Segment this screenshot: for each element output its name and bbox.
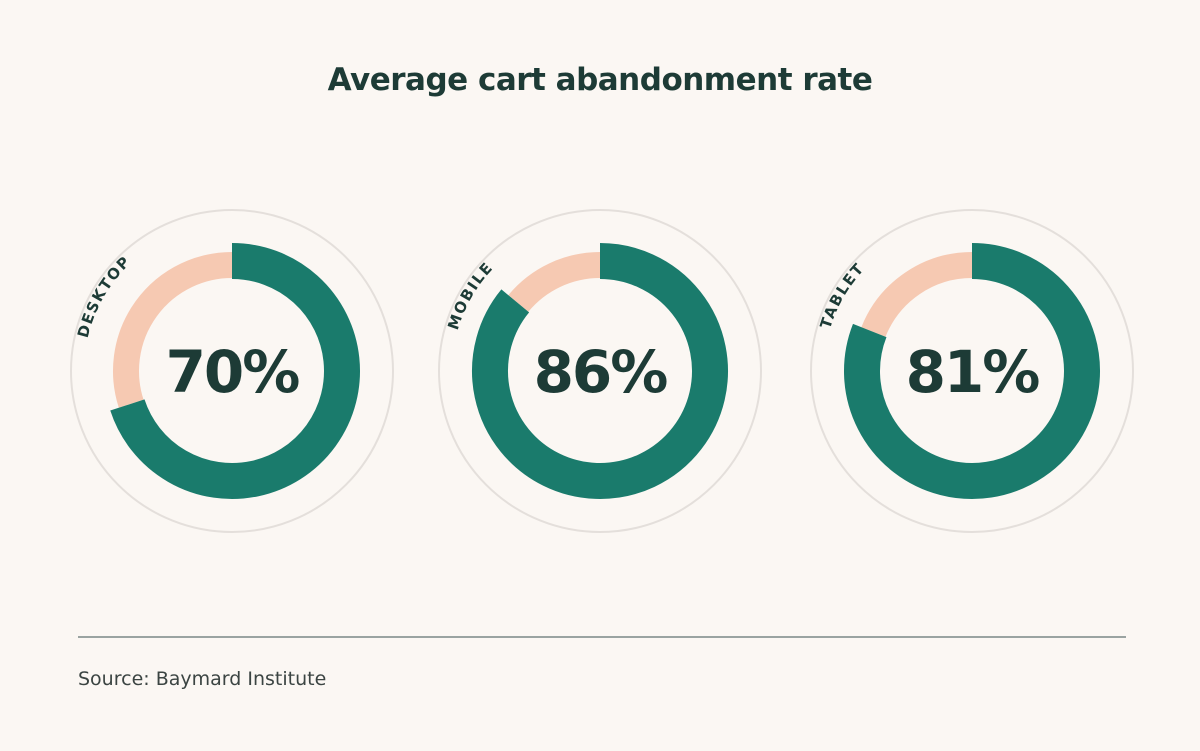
donut-desktop: 70%DESKTOP xyxy=(70,209,394,533)
donut-outline xyxy=(70,209,394,533)
divider xyxy=(78,636,1126,638)
donut-outline xyxy=(810,209,1134,533)
chart-title: Average cart abandonment rate xyxy=(327,62,873,98)
donut-remainder-segment xyxy=(861,252,973,338)
donut-value-label: 86% xyxy=(534,338,668,406)
donut-tablet: 81% TABLET xyxy=(810,209,1134,533)
donut-mobile: 86%MOBILE xyxy=(438,209,762,533)
donut-remainder-segment xyxy=(113,252,233,408)
donut-value-segment xyxy=(110,243,360,499)
donut-remainder-segment xyxy=(508,252,601,313)
donut-category-label: TABLET xyxy=(816,259,868,331)
donut-value-label: 81% xyxy=(906,338,1040,406)
donut-outline xyxy=(438,209,762,533)
donut-value-segment xyxy=(472,243,728,499)
source-note: Source: Baymard Institute xyxy=(78,668,327,690)
donut-value-label: 70% xyxy=(166,338,300,406)
donut-value-segment xyxy=(844,243,1100,499)
